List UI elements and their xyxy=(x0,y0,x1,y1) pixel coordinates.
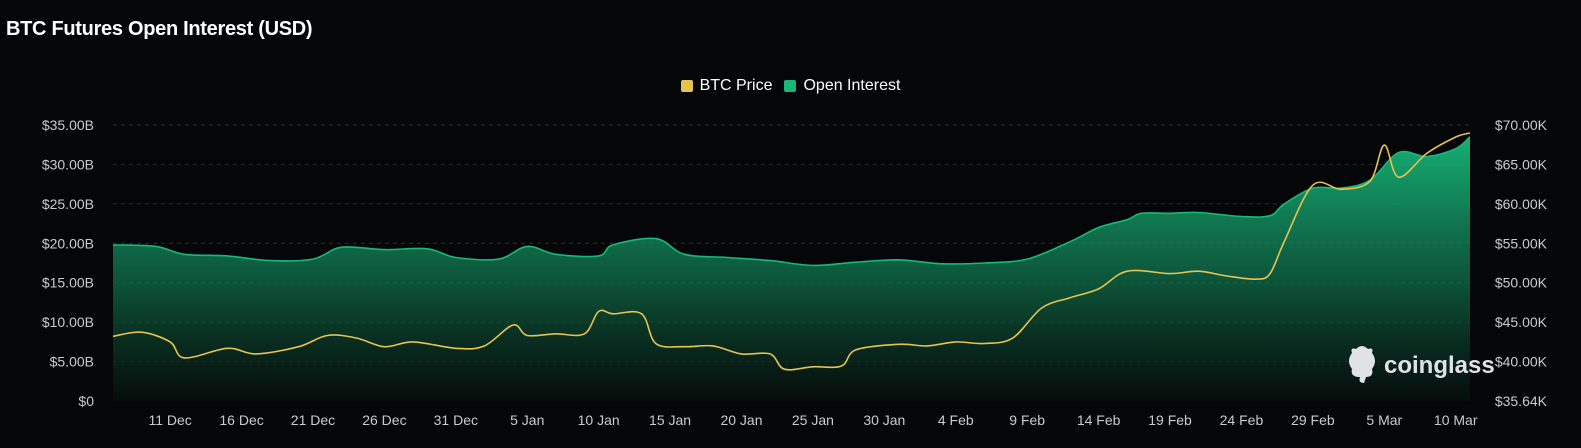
y-right-tick-label: $45.00K xyxy=(1495,314,1548,330)
y-left-tick-label: $10.00B xyxy=(42,314,94,330)
x-tick-label: 25 Jan xyxy=(792,412,834,428)
x-tick-label: 10 Mar xyxy=(1434,412,1478,428)
x-tick-label: 29 Feb xyxy=(1291,412,1335,428)
y-right-tick-label: $70.00K xyxy=(1495,117,1548,133)
x-tick-label: 4 Feb xyxy=(938,412,974,428)
y-right-tick-label: $60.00K xyxy=(1495,196,1548,212)
y-right-tick-label: $35.64K xyxy=(1495,393,1548,409)
x-tick-label: 24 Feb xyxy=(1220,412,1264,428)
y-right-tick-label: $65.00K xyxy=(1495,156,1548,172)
x-tick-label: 19 Feb xyxy=(1148,412,1192,428)
y-left-tick-label: $0 xyxy=(78,393,94,409)
open-interest-area xyxy=(113,136,1470,402)
x-tick-label: 20 Jan xyxy=(720,412,762,428)
x-tick-label: 21 Dec xyxy=(291,412,335,428)
legend-swatch-open-interest xyxy=(784,80,797,92)
x-tick-label: 5 Jan xyxy=(510,412,544,428)
y-left-tick-label: $30.00B xyxy=(42,156,94,172)
x-tick-label: 11 Dec xyxy=(148,412,191,428)
x-tick-label: 26 Dec xyxy=(362,412,406,428)
chart-legend: BTC Price Open Interest xyxy=(0,77,1581,95)
coinglass-logo-icon xyxy=(1349,346,1375,383)
x-tick-label: 14 Feb xyxy=(1077,412,1121,428)
legend-swatch-btc-price xyxy=(680,80,693,92)
x-tick-label: 9 Feb xyxy=(1009,412,1045,428)
x-tick-label: 10 Jan xyxy=(578,412,620,428)
y-left-tick-label: $25.00B xyxy=(42,196,94,212)
x-tick-label: 31 Dec xyxy=(434,412,478,428)
y-left-tick-label: $35.00B xyxy=(42,117,94,133)
btc-price-line xyxy=(112,132,1471,371)
legend-label-btc-price: BTC Price xyxy=(699,77,773,94)
chart-title: BTC Futures Open Interest (USD) xyxy=(6,18,313,40)
legend-item-open-interest[interactable]: Open Interest xyxy=(784,77,900,95)
y-left-tick-label: $15.00B xyxy=(42,275,94,291)
coinglass-wordmark: coinglass xyxy=(1384,352,1495,379)
y-left-tick-label: $20.00B xyxy=(42,235,94,251)
x-tick-label: 5 Mar xyxy=(1366,412,1402,428)
x-tick-label: 16 Dec xyxy=(219,412,263,428)
x-tick-label: 30 Jan xyxy=(863,412,905,428)
coinglass-watermark: coinglass xyxy=(1349,346,1495,383)
y-right-tick-label: $50.00K xyxy=(1495,275,1548,291)
open-interest-line xyxy=(112,136,1471,267)
y-left-tick-label: $5.00B xyxy=(50,354,94,370)
y-right-tick-label: $40.00K xyxy=(1495,354,1548,370)
legend-item-btc-price[interactable]: BTC Price xyxy=(680,77,773,95)
y-right-tick-label: $55.00K xyxy=(1495,235,1548,251)
legend-label-open-interest: Open Interest xyxy=(803,77,901,94)
x-tick-label: 15 Jan xyxy=(649,412,691,428)
